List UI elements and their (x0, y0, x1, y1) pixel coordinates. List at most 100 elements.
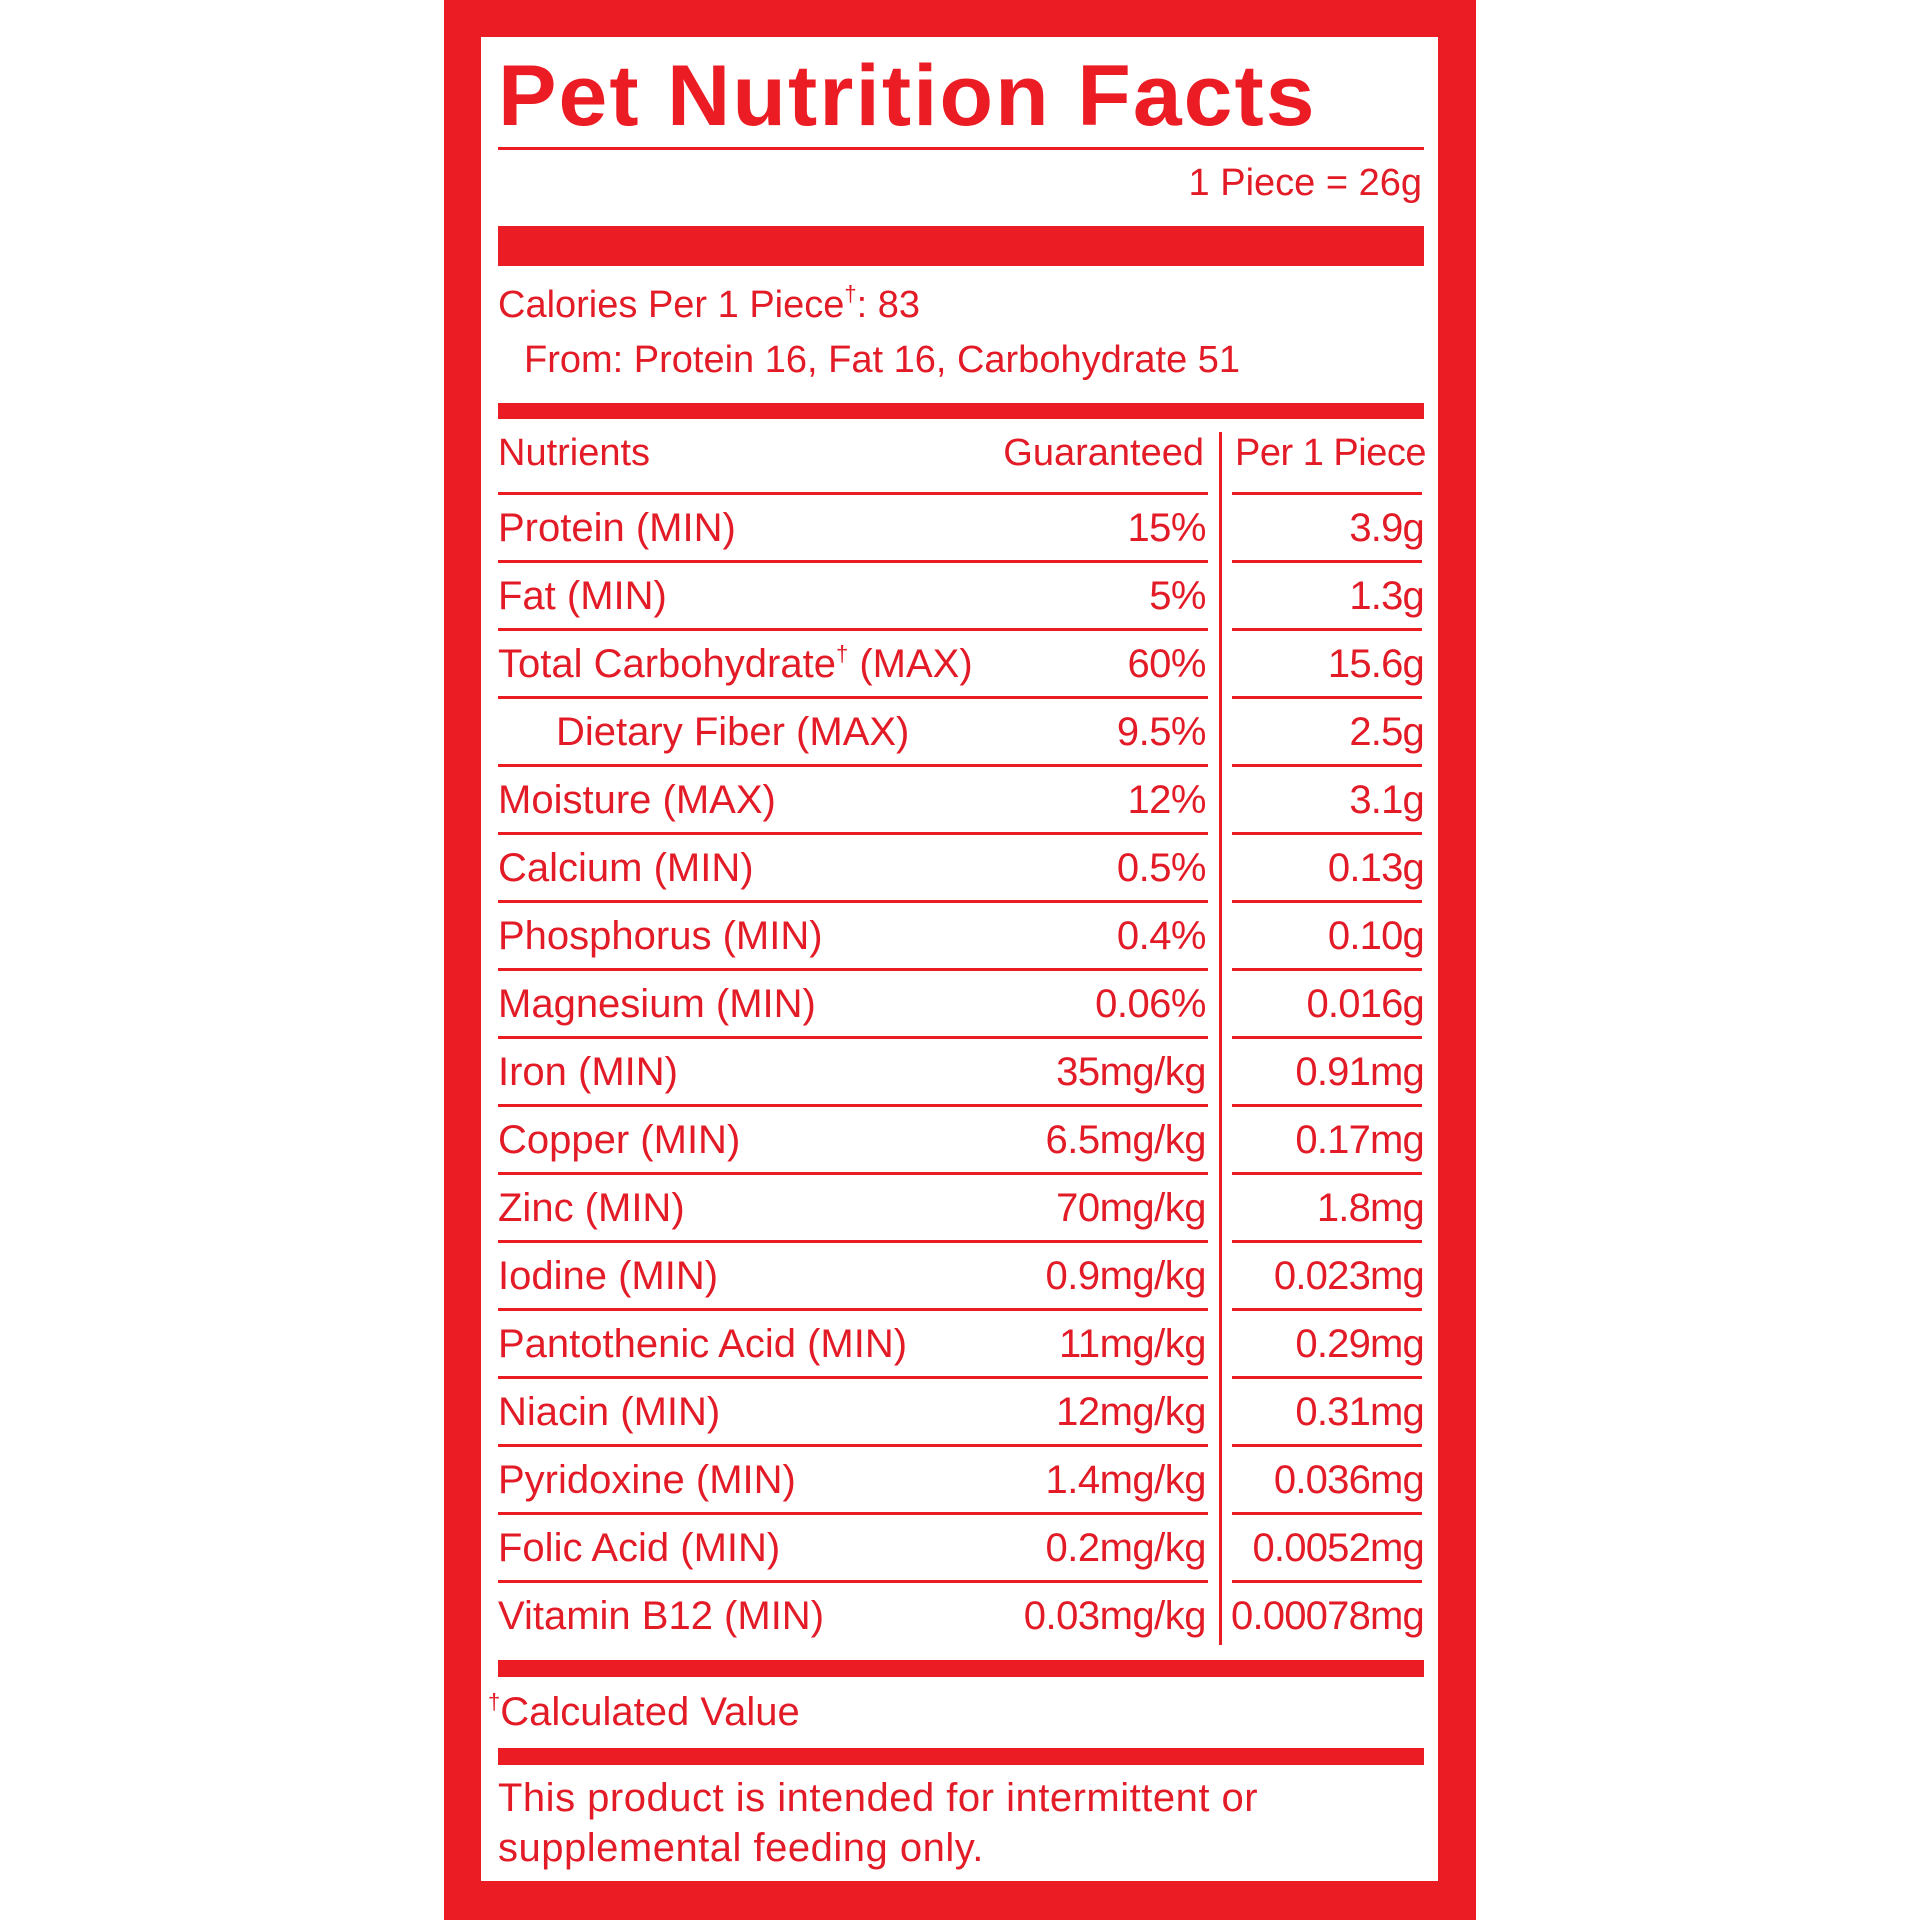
nutrient-name: Moisture (MAX) (498, 778, 776, 822)
row-rule-right (1232, 1036, 1422, 1039)
row-rule-right (1232, 628, 1422, 631)
per-piece-value: 0.13g (1327, 846, 1425, 890)
nutrient-name: Zinc (MIN) (498, 1186, 685, 1230)
table-row: Pantothenic Acid (MIN) 11mg/kg 0.29mg (498, 1308, 1425, 1376)
label-title: Pet Nutrition Facts (498, 48, 1317, 144)
table-row: Iodine (MIN) 0.9mg/kg 0.023mg (498, 1240, 1425, 1308)
guaranteed-value: 0.5% (1116, 846, 1207, 890)
dagger-mark: † (835, 641, 849, 666)
row-rule-right (1232, 1376, 1422, 1379)
row-rule-right (1232, 1580, 1422, 1583)
guaranteed-value: 1.4mg/kg (1045, 1458, 1206, 1502)
row-rule-right (1232, 1444, 1422, 1447)
header-per-piece: Per 1 Piece (1235, 432, 1426, 474)
guaranteed-value: 12% (1127, 778, 1206, 822)
dagger-mark: † (844, 281, 857, 306)
row-rule-right (1232, 1104, 1422, 1107)
row-rule-left (498, 492, 1208, 495)
nutrient-name: Vitamin B12 (MIN) (498, 1594, 825, 1638)
row-rule-left (498, 560, 1208, 563)
guaranteed-value: 11mg/kg (1059, 1322, 1206, 1366)
guaranteed-value: 15% (1127, 506, 1206, 550)
table-row: Magnesium (MIN) 0.06% 0.016g (498, 968, 1425, 1036)
title-rule (498, 147, 1424, 150)
row-rule-left (498, 1172, 1208, 1175)
row-rule-left (498, 968, 1208, 971)
table-row: Dietary Fiber (MAX) 9.5% 2.5g (498, 696, 1425, 764)
guaranteed-value: 35mg/kg (1056, 1050, 1206, 1094)
guaranteed-value: 12mg/kg (1056, 1390, 1206, 1434)
per-piece-value: 0.0052mg (1252, 1526, 1424, 1570)
per-piece-value: 1.3g (1349, 574, 1424, 618)
table-bottom-bar (498, 1660, 1424, 1677)
table-row: Copper (MIN) 6.5mg/kg 0.17mg (498, 1104, 1425, 1172)
row-rule-right (1232, 560, 1422, 563)
per-piece-value: 0.016g (1306, 982, 1424, 1026)
dagger-mark: † (488, 1689, 501, 1714)
per-piece-value: 3.9g (1349, 506, 1424, 550)
per-piece-value: 0.10g (1327, 914, 1425, 958)
nutrient-name: Copper (MIN) (498, 1118, 741, 1162)
guaranteed-value: 70mg/kg (1056, 1186, 1206, 1230)
guaranteed-value: 9.5% (1116, 710, 1207, 754)
nutrient-name: Phosphorus (MIN) (498, 914, 823, 958)
guaranteed-value: 5% (1149, 574, 1206, 618)
nutrient-name: Iron (MIN) (498, 1050, 678, 1094)
per-piece-value: 15.6g (1327, 642, 1425, 686)
row-rule-right (1232, 1240, 1422, 1243)
row-rule-left (498, 1376, 1208, 1379)
table-row: Fat (MIN) 5% 1.3g (498, 560, 1425, 628)
nutrient-name: Magnesium (MIN) (498, 982, 816, 1026)
row-rule-right (1232, 832, 1422, 835)
thick-divider-bar (498, 226, 1424, 266)
calories-value: : 83 (856, 284, 921, 326)
per-piece-value: 0.036mg (1273, 1458, 1425, 1502)
calories-line: Calories Per 1 Piece†: 83 (498, 282, 920, 328)
serving-size: 1 Piece = 26g (1188, 162, 1422, 204)
row-rule-left (498, 1444, 1208, 1447)
table-top-bar (498, 403, 1424, 419)
table-row: Niacin (MIN) 12mg/kg 0.31mg (498, 1376, 1425, 1444)
per-piece-value: 0.91mg (1295, 1050, 1424, 1094)
table-row: Protein (MIN) 15% 3.9g (498, 492, 1425, 560)
per-piece-value: 1.8mg (1316, 1186, 1425, 1230)
table-row: Phosphorus (MIN) 0.4% 0.10g (498, 900, 1425, 968)
row-rule-left (498, 1308, 1208, 1311)
table-row: Pyridoxine (MIN) 1.4mg/kg 0.036mg (498, 1444, 1425, 1512)
calories-label: Calories Per 1 Piece (498, 284, 845, 326)
row-rule-right (1232, 968, 1422, 971)
nutrient-name: Calcium (MIN) (498, 846, 754, 890)
table-row: Calcium (MIN) 0.5% 0.13g (498, 832, 1425, 900)
nutrient-name: Total Carbohydrate† (MAX) (498, 641, 973, 686)
row-rule-left (498, 764, 1208, 767)
header-nutrients: Nutrients (498, 432, 651, 474)
per-piece-value: 0.00078mg (1231, 1594, 1425, 1638)
row-rule-left (498, 1104, 1208, 1107)
per-piece-value: 0.023mg (1273, 1254, 1425, 1298)
calculated-value-note: †Calculated Value (488, 1684, 800, 1740)
nutrient-name: Fat (MIN) (498, 574, 667, 618)
guaranteed-value: 6.5mg/kg (1045, 1118, 1206, 1162)
guaranteed-value: 0.2mg/kg (1045, 1526, 1206, 1570)
row-rule-right (1232, 1512, 1422, 1515)
per-piece-value: 0.29mg (1295, 1322, 1424, 1366)
row-rule-right (1232, 764, 1422, 767)
row-rule-left (498, 1036, 1208, 1039)
note-text: Calculated Value (500, 1690, 800, 1734)
column-divider (1219, 432, 1222, 1645)
label-panel (481, 37, 1438, 1881)
row-rule-left (498, 1240, 1208, 1243)
nutrient-name: Dietary Fiber (MAX) (556, 710, 910, 754)
nutrient-name: Iodine (MIN) (498, 1254, 719, 1298)
nutrient-name: Niacin (MIN) (498, 1390, 721, 1434)
guaranteed-value: 0.9mg/kg (1045, 1254, 1206, 1298)
guaranteed-value: 0.06% (1095, 982, 1206, 1026)
table-row: Zinc (MIN) 70mg/kg 1.8mg (498, 1172, 1425, 1240)
row-rule-right (1232, 1308, 1422, 1311)
row-rule-left (498, 832, 1208, 835)
per-piece-value: 0.31mg (1295, 1390, 1424, 1434)
table-row: Moisture (MAX) 12% 3.1g (498, 764, 1425, 832)
per-piece-value: 0.17mg (1295, 1118, 1424, 1162)
row-rule-left (498, 696, 1208, 699)
row-rule-left (498, 900, 1208, 903)
